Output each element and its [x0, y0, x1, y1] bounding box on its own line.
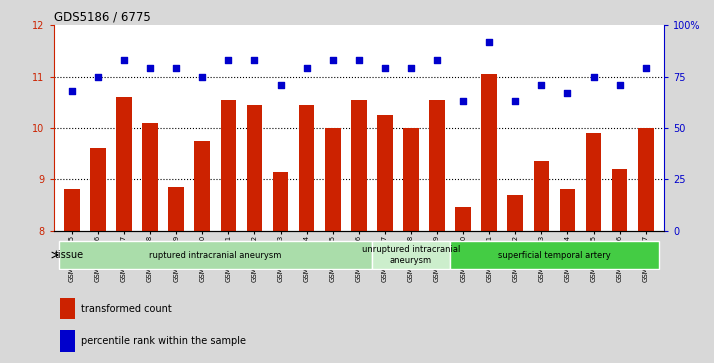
Point: [379, 66, 391, 72]
Text: percentile rank within the sample: percentile rank within the sample: [81, 336, 246, 346]
Point: [431, 57, 443, 63]
Bar: [116, 97, 132, 231]
Bar: [325, 128, 341, 231]
Text: unruptured intracranial
aneurysm: unruptured intracranial aneurysm: [362, 245, 460, 265]
FancyBboxPatch shape: [450, 241, 659, 269]
Point: [119, 57, 130, 63]
Bar: [377, 115, 393, 231]
Bar: [429, 100, 445, 231]
Point: [66, 88, 78, 94]
Point: [301, 66, 312, 72]
FancyBboxPatch shape: [372, 241, 450, 269]
Bar: [90, 148, 106, 231]
Point: [588, 74, 599, 79]
Bar: [169, 187, 184, 231]
Bar: [612, 169, 628, 231]
Bar: [533, 161, 549, 231]
Bar: [638, 128, 653, 231]
Bar: [403, 128, 419, 231]
Point: [640, 66, 651, 72]
Point: [248, 57, 260, 63]
Point: [275, 82, 286, 88]
Point: [92, 74, 104, 79]
Point: [171, 66, 182, 72]
Point: [614, 82, 625, 88]
Bar: [298, 105, 314, 231]
Bar: [508, 195, 523, 231]
Point: [458, 98, 469, 104]
Text: superficial temporal artery: superficial temporal artery: [498, 250, 610, 260]
Bar: [60, 298, 75, 319]
Text: tissue: tissue: [55, 250, 84, 260]
Text: ruptured intracranial aneurysm: ruptured intracranial aneurysm: [149, 250, 281, 260]
Point: [536, 82, 547, 88]
Bar: [560, 189, 575, 231]
Bar: [273, 172, 288, 231]
Bar: [221, 100, 236, 231]
Bar: [585, 133, 601, 231]
Bar: [142, 123, 158, 231]
Point: [223, 57, 234, 63]
Point: [353, 57, 365, 63]
Bar: [60, 330, 75, 352]
Point: [144, 66, 156, 72]
Bar: [64, 189, 80, 231]
Bar: [246, 105, 262, 231]
Text: transformed count: transformed count: [81, 303, 172, 314]
Point: [327, 57, 338, 63]
Text: GDS5186 / 6775: GDS5186 / 6775: [54, 11, 151, 24]
FancyBboxPatch shape: [59, 241, 372, 269]
Bar: [481, 74, 497, 231]
Point: [406, 66, 417, 72]
Bar: [351, 100, 366, 231]
Point: [510, 98, 521, 104]
Bar: [194, 141, 210, 231]
Point: [483, 39, 495, 45]
Bar: [456, 207, 471, 231]
Point: [562, 90, 573, 96]
Point: [196, 74, 208, 79]
